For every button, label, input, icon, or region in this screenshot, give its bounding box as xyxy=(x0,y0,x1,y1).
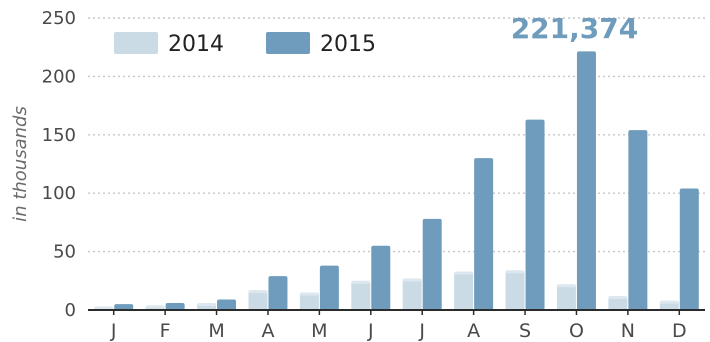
y-tick-label: 200 xyxy=(42,66,76,87)
x-tick-label: A xyxy=(467,320,480,342)
y-axis-label: in thousands xyxy=(10,106,31,222)
y-tick-label: 250 xyxy=(42,8,76,29)
bar-2014-6 xyxy=(402,278,422,310)
bar-highlight-2014-3 xyxy=(248,290,268,294)
y-tick-label: 0 xyxy=(65,300,76,321)
bar-2014-5 xyxy=(351,280,371,310)
bar-2015-1 xyxy=(165,302,185,310)
bar-highlight-2014-0 xyxy=(94,306,114,310)
bar-highlight-2014-6 xyxy=(402,278,422,282)
bar-2015-6 xyxy=(422,218,442,310)
x-tick-label: N xyxy=(621,320,635,342)
legend-swatch-2014 xyxy=(114,32,158,54)
bar-2014-9 xyxy=(556,284,576,310)
bar-2014-8 xyxy=(505,270,525,310)
bar-2015-11 xyxy=(679,188,699,310)
bar-highlight-2014-1 xyxy=(145,305,165,309)
bar-2014-3 xyxy=(248,290,268,310)
legend-label-2015: 2015 xyxy=(320,32,376,57)
bar-2015-0 xyxy=(114,304,134,310)
x-tick-label: J xyxy=(367,320,374,342)
x-tick-label: M xyxy=(208,320,224,342)
bar-2015-5 xyxy=(371,245,391,310)
x-tick-label: A xyxy=(261,320,274,342)
bar-2014-10 xyxy=(608,295,628,310)
y-tick-label: 150 xyxy=(42,125,76,146)
bar-2014-11 xyxy=(659,300,679,310)
bar-highlight-2014-11 xyxy=(659,300,679,304)
bar-2015-9 xyxy=(576,51,596,310)
x-tick-label: D xyxy=(672,320,687,342)
bar-highlight-2014-10 xyxy=(608,295,628,299)
y-tick-label: 50 xyxy=(53,242,76,263)
bar-2014-7 xyxy=(454,271,474,310)
annotations: 221,374 xyxy=(511,12,639,45)
bar-2015-2 xyxy=(217,299,237,310)
bar-highlight-2014-2 xyxy=(197,302,217,306)
bar-highlight-2014-5 xyxy=(351,280,371,284)
bar-2014-4 xyxy=(299,292,319,310)
y-tick-label: 100 xyxy=(42,183,76,204)
legend: 2014 2015 xyxy=(114,32,376,57)
x-tick-label: J xyxy=(110,320,117,342)
bar-2015-8 xyxy=(525,119,545,310)
bar-2015-3 xyxy=(268,276,288,310)
bar-highlight-2014-7 xyxy=(454,271,474,275)
bar-highlight-2014-8 xyxy=(505,270,525,274)
peak-annotation: 221,374 xyxy=(511,12,639,45)
x-tick-label: S xyxy=(519,320,531,342)
legend-label-2014: 2014 xyxy=(168,32,224,57)
y-axis: 0 50 100 150 200 250 xyxy=(42,8,76,321)
bar-2015-7 xyxy=(474,158,494,310)
legend-swatch-2015 xyxy=(266,32,310,54)
x-tick-label: J xyxy=(418,320,425,342)
bar-highlight-2014-4 xyxy=(299,292,319,296)
bar-2015-4 xyxy=(319,265,339,310)
bar-2015-10 xyxy=(628,130,648,310)
x-tick-label: F xyxy=(160,320,171,342)
x-tick-label: O xyxy=(569,320,584,342)
x-tick-label: M xyxy=(311,320,327,342)
bar-2014-1 xyxy=(145,305,165,310)
bar-highlight-2014-9 xyxy=(556,284,576,288)
bar-2014-2 xyxy=(197,302,217,310)
bars xyxy=(94,51,699,310)
